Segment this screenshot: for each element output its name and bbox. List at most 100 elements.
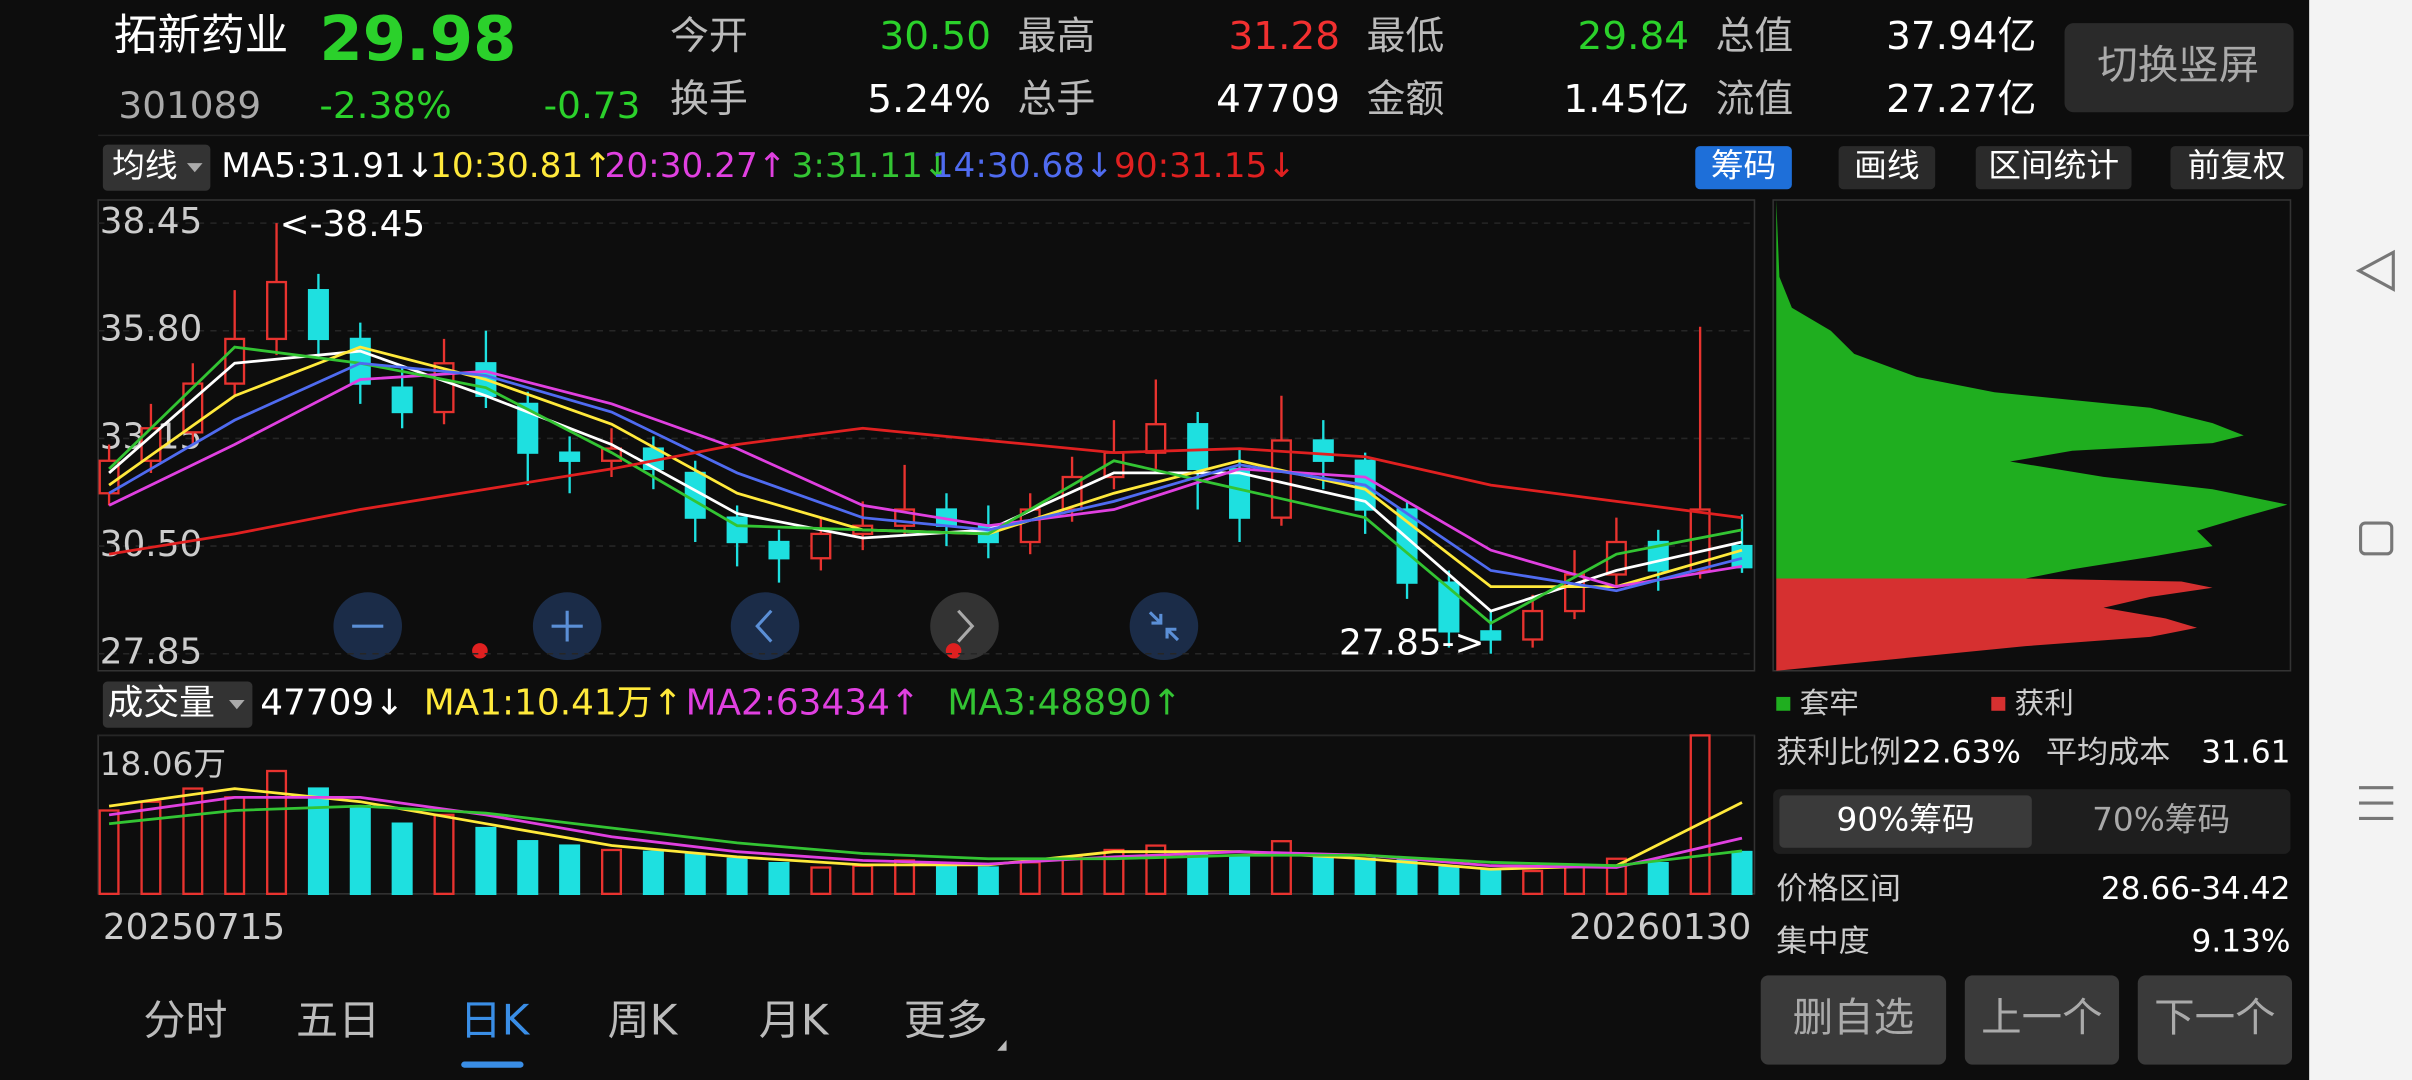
scroll-right[interactable] [930, 592, 999, 660]
candle-body [559, 451, 581, 462]
volume-bar [1731, 850, 1753, 895]
y-tick-label: 27.85 [100, 632, 203, 673]
scroll-left[interactable] [730, 592, 800, 660]
volume-bar [140, 800, 162, 895]
fit[interactable] [1129, 592, 1199, 660]
volume-legend: 47709↓ [260, 683, 404, 724]
legend-label: 套牢 [1800, 686, 1859, 720]
volume-bar [1103, 848, 1125, 896]
candle-body [1229, 467, 1251, 519]
candle-body [1480, 630, 1502, 641]
stat-label: 今开 [670, 14, 748, 59]
volume-bar [726, 857, 748, 895]
tool-button[interactable] [1975, 146, 2132, 190]
kline-frame [97, 199, 1756, 672]
volume-bar [1564, 864, 1586, 895]
dropdown-arrow [229, 700, 245, 710]
volume-legend: MA2:63434↑ [686, 683, 920, 724]
stat-label: 最高 [1017, 14, 1095, 59]
volume-bar [1522, 869, 1544, 895]
volume-bar [98, 809, 120, 896]
price: 29.98 [319, 3, 516, 75]
x-tick-label: 20250715 [103, 907, 285, 948]
volume-bar [307, 787, 329, 896]
ma-line [108, 369, 1743, 589]
action-label: 上一个 [1981, 995, 2103, 1041]
volume-bar [935, 862, 957, 895]
candle-body [1522, 609, 1544, 641]
chip-tab: 70%筹码 [2092, 801, 2230, 839]
action-button[interactable] [2137, 975, 2293, 1065]
candle-body [1438, 581, 1460, 633]
stat-value: 47709 [1216, 77, 1340, 122]
candle-body [1731, 544, 1753, 569]
volume-bar [391, 822, 413, 896]
chip-stat-value: 28.66-34.42 [2101, 871, 2291, 907]
chip-trapped-profile [1776, 200, 2288, 579]
action-label: 下一个 [2154, 995, 2276, 1041]
ma-legend: 3:31.11↓ [792, 146, 952, 186]
stat-label: 金额 [1366, 77, 1444, 122]
chip-profit-profile [1776, 578, 2213, 671]
event-dot[interactable] [945, 643, 962, 659]
ma-line [108, 361, 1743, 593]
volume-bar [1354, 857, 1376, 895]
volume-bar [475, 826, 497, 895]
switch-label: 切换竖屏 [2097, 43, 2259, 89]
ma-selector[interactable] [102, 144, 211, 191]
period-tab[interactable]: 分时 [143, 996, 227, 1045]
change-pct: -2.38% [319, 84, 451, 127]
left-icon [755, 609, 773, 643]
volume-bar [349, 804, 371, 896]
chip-tab: 90%筹码 [1837, 801, 1975, 839]
volume-bar [1229, 855, 1251, 895]
stat-value: 37.94亿 [1886, 14, 2036, 59]
event-dot[interactable] [472, 643, 488, 659]
menu-icon[interactable] [2359, 786, 2394, 820]
tool-button[interactable] [1695, 146, 1792, 190]
candle-body [266, 280, 288, 341]
ma-selector-label: 均线 [112, 147, 177, 185]
stat-value: 30.50 [880, 14, 991, 59]
volume-legend: MA1:10.41万↑ [424, 683, 683, 724]
volume-selector[interactable] [102, 681, 253, 728]
y-tick-label: 18.06万 [100, 745, 226, 783]
action-button[interactable] [1760, 975, 1947, 1065]
tool-button[interactable] [1838, 146, 1936, 190]
volume-legend: MA3:48890↑ [947, 683, 1181, 724]
chip-tab-selected[interactable] [1779, 795, 2032, 848]
period-tab[interactable]: 日K [460, 996, 531, 1045]
chip-stat-label: 获利比例 [1776, 734, 1901, 770]
volume-bar [1019, 861, 1041, 896]
x-tick-label: 20260130 [1569, 907, 1751, 948]
stat-label: 总手 [1017, 77, 1095, 122]
ma-line [108, 349, 1743, 613]
tool-button-label: 筹码 [1711, 147, 1776, 185]
period-tab[interactable]: 周K [608, 996, 679, 1045]
switch-button[interactable] [2064, 23, 2294, 113]
y-tick-label: 35.80 [100, 309, 203, 350]
ma-line [108, 796, 1743, 869]
candle-body [517, 402, 539, 454]
volume-bar [642, 850, 664, 895]
candle-body [810, 532, 832, 560]
back-icon[interactable] [2355, 249, 2395, 292]
tool-button-label: 前复权 [2188, 147, 2286, 185]
stat-label: 最低 [1366, 14, 1444, 59]
action-button[interactable] [1964, 975, 2120, 1065]
period-tab[interactable]: 五日 [296, 996, 380, 1045]
home-icon[interactable] [2359, 521, 2394, 556]
ma-line [108, 804, 1743, 868]
volume-bar [1270, 840, 1292, 895]
candle-body [1312, 439, 1334, 462]
tool-button[interactable] [2170, 146, 2303, 190]
volume-bar [266, 769, 288, 895]
period-tab[interactable]: 月K [759, 996, 830, 1045]
chip-stat-value: 9.13% [2191, 924, 2290, 960]
fit-icon [1148, 611, 1180, 642]
volume-bar [768, 861, 790, 895]
period-tab[interactable]: 更多 [904, 996, 988, 1045]
